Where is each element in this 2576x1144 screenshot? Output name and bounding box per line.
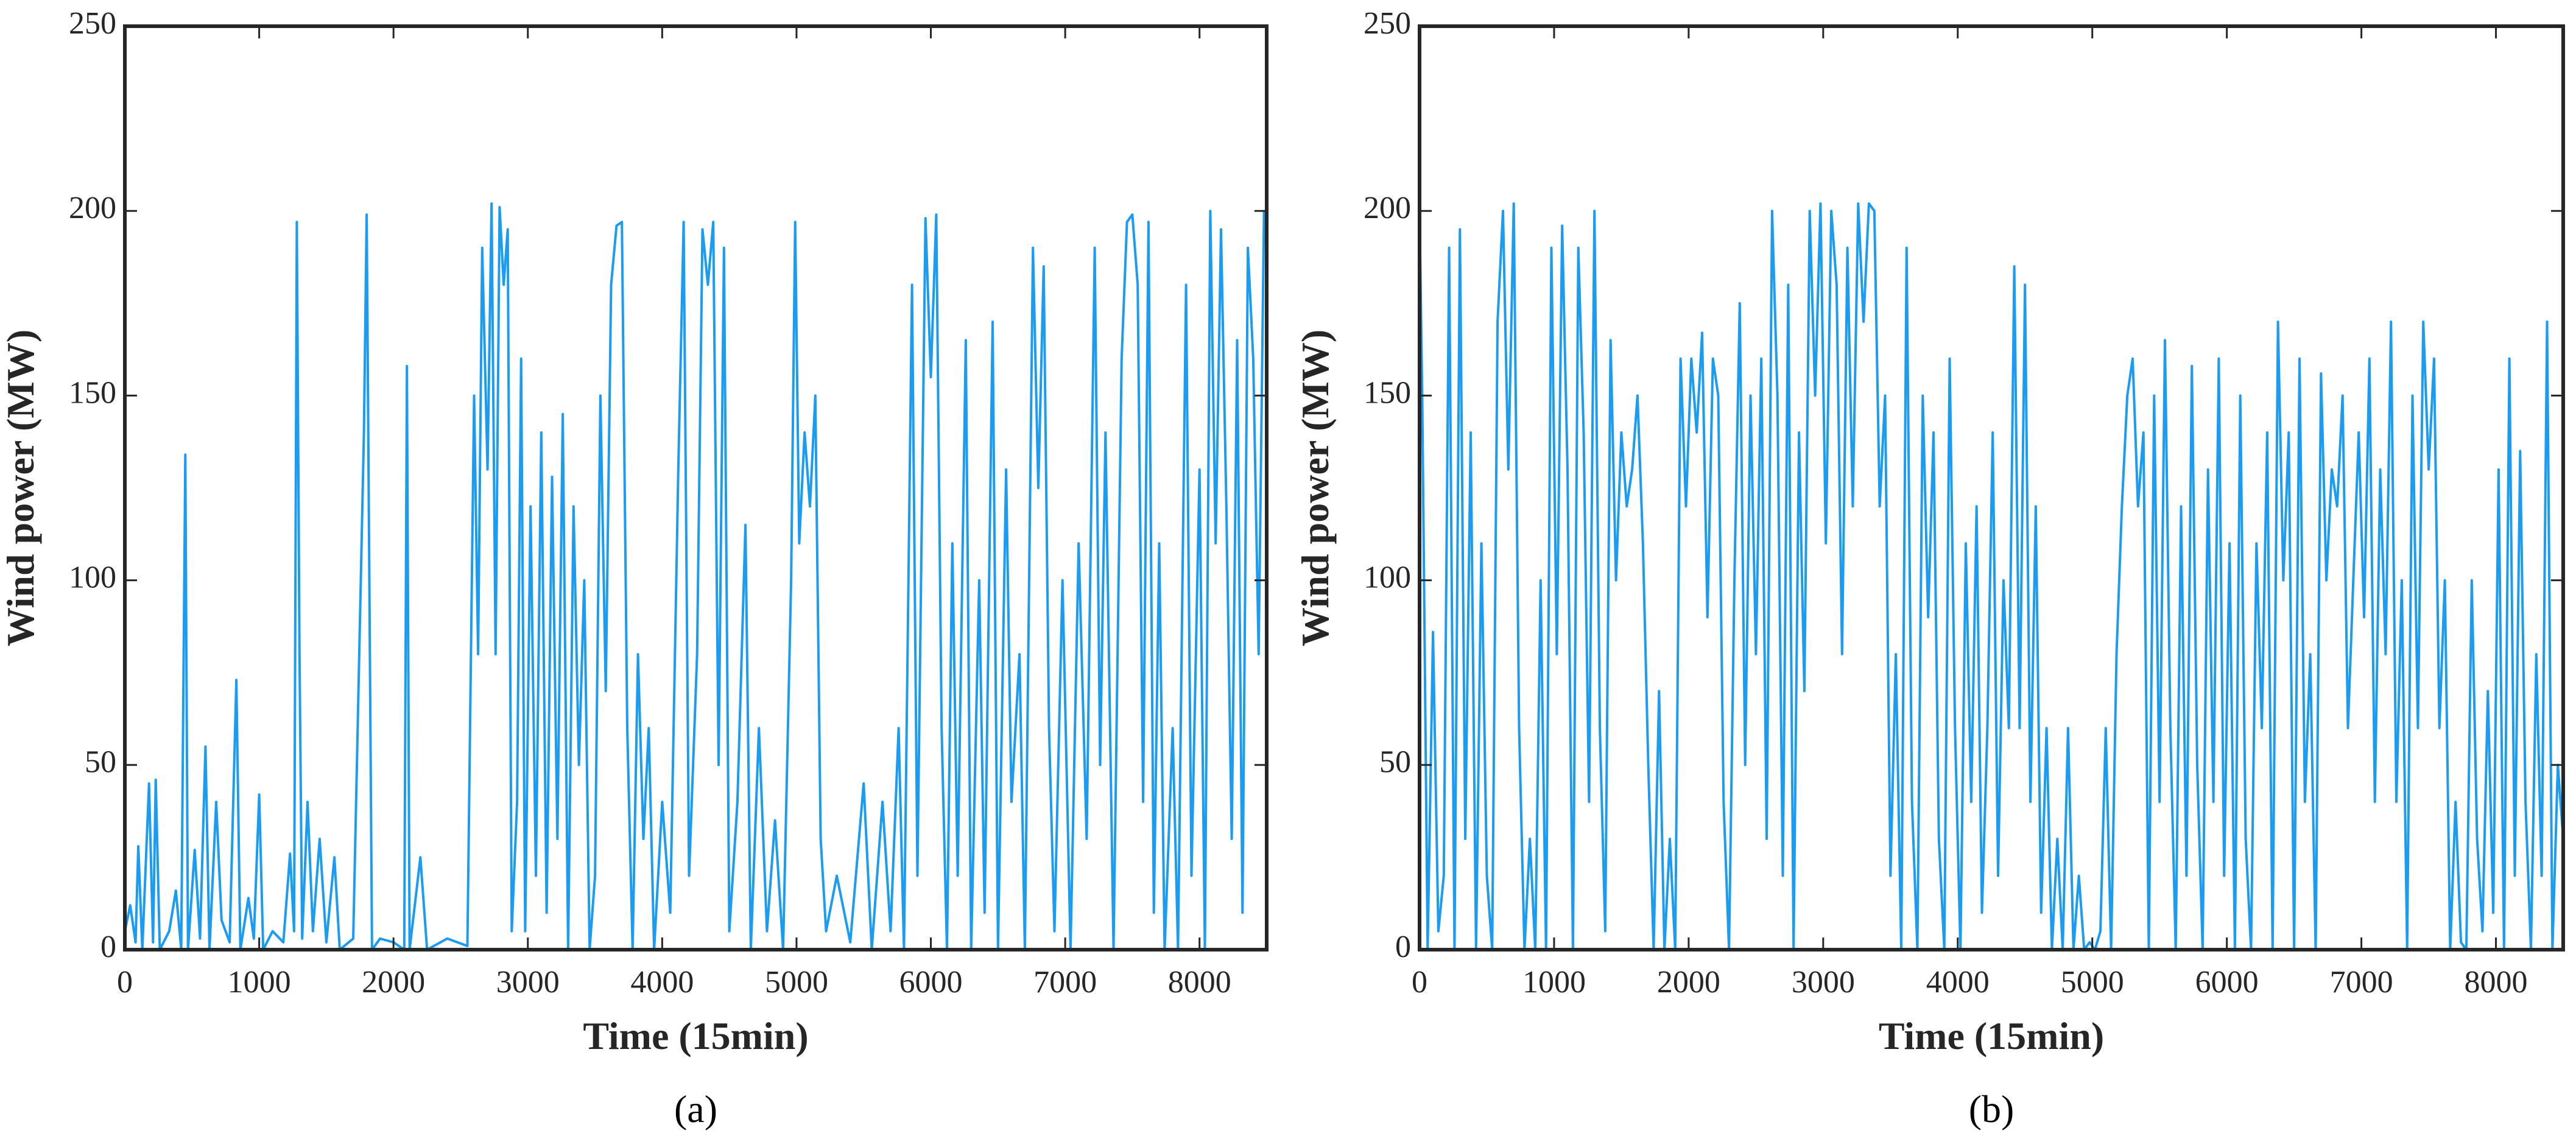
y-tick-label: 150 [69,375,116,410]
x-tick-label: 5000 [765,965,828,1000]
plot-frame [123,24,1269,952]
y-tick-label: 0 [1395,930,1411,964]
y-axis-label: Wind power (MW) [0,330,42,646]
x-tick-label: 3000 [1792,965,1855,1000]
caption: (a) [674,1087,717,1131]
x-tick-label: 8000 [1168,965,1231,1000]
x-tick-label: 1000 [1522,965,1586,1000]
x-tick-label: 7000 [1033,965,1097,1000]
x-tick-label: 0 [117,965,133,1000]
y-tick-label: 50 [1379,745,1411,780]
x-tick-label: 6000 [899,965,963,1000]
x-tick-label: 0 [1412,965,1427,1000]
x-tick-label: 4000 [1926,965,1990,1000]
x-tick-label: 5000 [2061,965,2124,1000]
x-tick-label: 6000 [2195,965,2259,1000]
x-tick-label: 1000 [228,965,291,1000]
y-tick-label: 50 [85,745,116,780]
y-axis-label: Wind power (MW) [1293,330,1337,646]
x-tick-label: 3000 [496,965,560,1000]
y-tick-label: 200 [69,191,116,225]
data-line [1420,202,2563,950]
x-axis-label: Time (15min) [1879,1014,2104,1057]
x-tick-label: 4000 [630,965,694,1000]
y-tick-label: 250 [69,6,116,41]
y-tick-label: 150 [1364,375,1411,410]
data-line [125,202,1265,950]
x-tick-label: 2000 [1657,965,1720,1000]
caption: (b) [1969,1087,2015,1131]
plot-frame [1418,24,2565,952]
y-tick-label: 0 [100,930,116,964]
y-tick-label: 250 [1364,6,1411,41]
x-tick-label: 7000 [2330,965,2393,1000]
x-tick-label: 2000 [362,965,425,1000]
x-axis-label: Time (15min) [583,1014,808,1057]
x-tick-label: 8000 [2465,965,2528,1000]
y-tick-label: 200 [1364,191,1411,225]
y-tick-label: 100 [1364,560,1411,595]
y-tick-label: 100 [69,560,116,595]
